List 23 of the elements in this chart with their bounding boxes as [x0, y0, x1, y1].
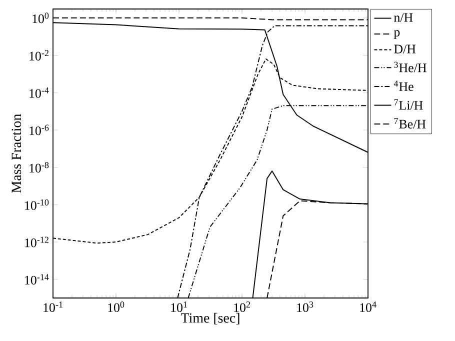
y-tick-label: 10$^{-2}$	[30, 50, 48, 60]
x-tick-label: 10$^{2}$	[234, 302, 250, 312]
x-tick-label: 10$^{4}$	[360, 302, 376, 312]
y-tick-label: 10$^{0}$	[32, 12, 49, 24]
legend-label: $^{7}$Li/H	[394, 99, 423, 110]
x-tick-label: 10$^{-1}$	[44, 302, 62, 312]
legend-label: $^{7}$Be/H	[394, 118, 426, 128]
y-tick-label: 10$^{-10}$	[25, 199, 49, 210]
legend-label: n/H	[394, 13, 413, 22]
x-tick-label: 10$^{3}$	[297, 302, 314, 312]
y-tick-label: 10$^{-8}$	[30, 162, 49, 173]
legend-label: $^{4}$He	[394, 80, 414, 92]
x-tick-label: 10$^{0}$	[108, 302, 124, 312]
y-tick-label: 10$^{-6}$	[30, 124, 49, 136]
legend-label: $^{3}$He/H	[394, 62, 426, 72]
y-tick-label: 10$^{-12}$	[25, 236, 48, 248]
legend-label: D/H	[394, 44, 416, 54]
y-tick-label: 10$^{-14}$	[25, 274, 49, 285]
x-axis-title: Time [sec]	[180, 312, 240, 324]
legend-label: p	[394, 30, 400, 40]
y-axis-title: Mass Fraction	[12, 114, 22, 193]
y-tick-label: 10$^{-4}$	[30, 87, 49, 98]
x-tick-label: 10$^{1}$	[171, 302, 187, 312]
